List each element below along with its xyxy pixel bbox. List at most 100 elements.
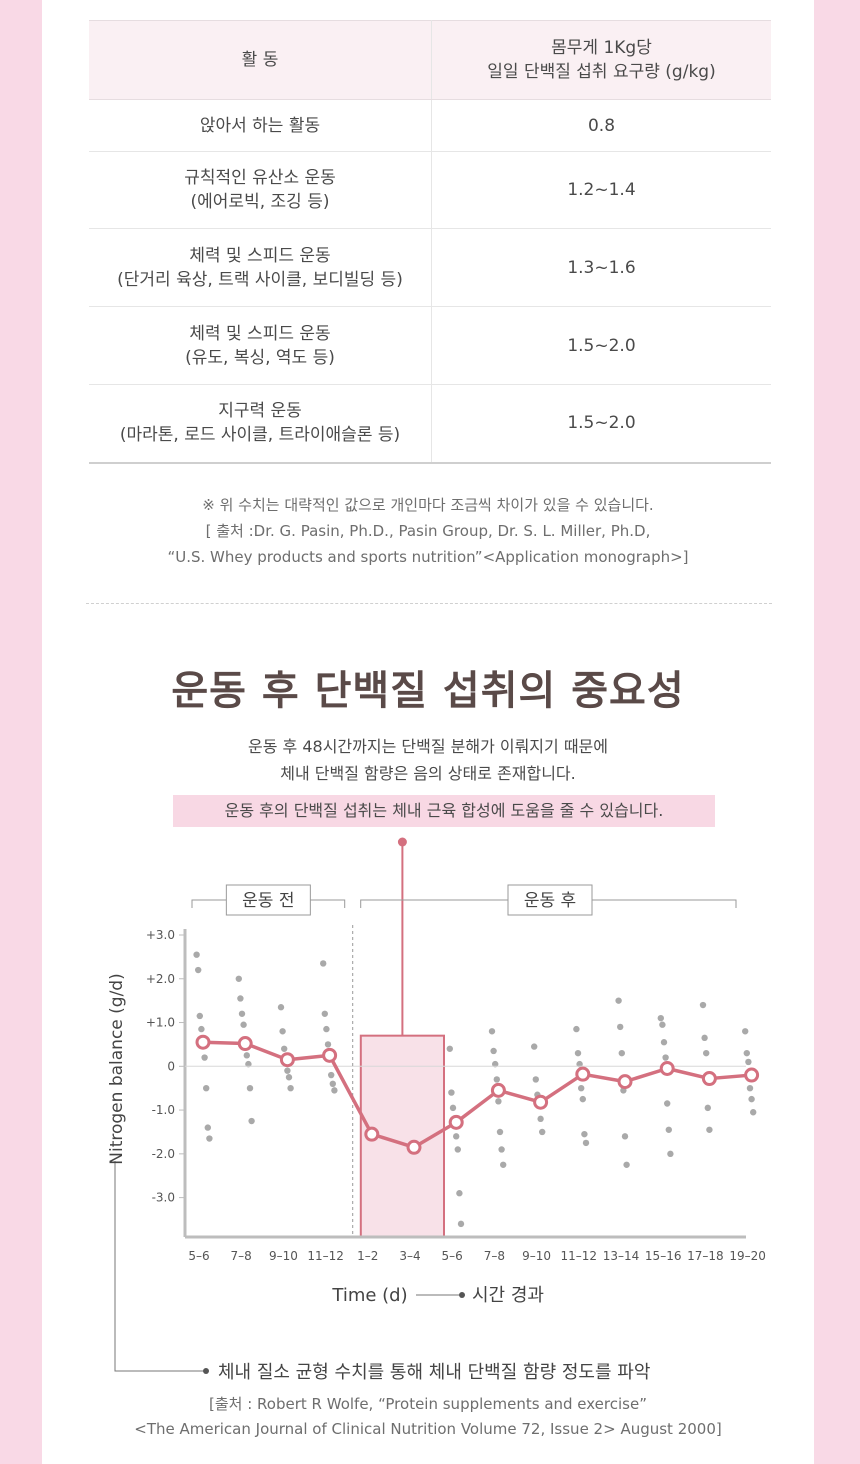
- nitrogen-balance-chart: +3.0 +2.0 +1.0 0 -1.0 -2.0 -3.0 5–6 7–8 9–10 11–12…: [107, 837, 766, 1383]
- scatter-point: [328, 1071, 335, 1079]
- scatter-point: [582, 1139, 590, 1147]
- y-tick-label: -3.0: [152, 1191, 175, 1205]
- scatter-point: [246, 1084, 254, 1092]
- y-tick-label: +1.0: [146, 1016, 175, 1030]
- group-label: 운동 후: [524, 891, 576, 911]
- table-row: 규칙적인 유산소 운동 (에어로빅, 조깅 등) 1.2~1.4: [89, 151, 771, 229]
- series-point: [490, 1082, 506, 1098]
- content-panel: 활 동 몸무게 1Kg당 일일 단백질 섭취 요구량 (g/kg) 앉아서 하는…: [42, 0, 814, 1464]
- scatter-point: [284, 1067, 291, 1074]
- series-point: [533, 1094, 549, 1110]
- scatter-point: [659, 1021, 666, 1028]
- table-row: 앉아서 하는 활동 0.8: [89, 99, 771, 152]
- scatter-point: [446, 1045, 453, 1052]
- scatter-point: [453, 1133, 460, 1140]
- series-point: [406, 1139, 422, 1155]
- scatter-point: [488, 1028, 496, 1035]
- table-note: ※ 위 수치는 대략적인 값으로 개인마다 조금씩 차이가 있을 수 있습니다.…: [42, 492, 814, 570]
- group-label: 운동 전: [242, 891, 294, 911]
- scatter-point: [665, 1126, 672, 1133]
- section-divider: [86, 603, 772, 604]
- value-cell: 1.2~1.4: [431, 151, 771, 229]
- scatter-point: [323, 1025, 330, 1033]
- highlight-banner: 운동 후의 단백질 섭취는 체내 근육 합성에 도움을 줄 수 있습니다.: [173, 795, 715, 827]
- scatter-point: [204, 1124, 211, 1131]
- protein-requirement-table: 활 동 몸무게 1Kg당 일일 단백질 섭취 요구량 (g/kg) 앉아서 하는…: [89, 20, 771, 464]
- table-header-row: 활 동 몸무게 1Kg당 일일 단백질 섭취 요구량 (g/kg): [89, 20, 771, 100]
- series-point: [195, 1034, 211, 1050]
- scatter-point: [324, 1041, 332, 1048]
- scatter-point: [195, 966, 202, 974]
- scatter-point: [498, 1146, 505, 1153]
- scatter-point: [621, 1133, 629, 1140]
- scatter-point: [235, 975, 242, 982]
- scatter-point: [664, 1100, 671, 1107]
- scatter-point: [495, 1098, 502, 1105]
- scatter-point: [277, 1004, 285, 1011]
- y-annotation-connector: [114, 1161, 206, 1372]
- activity-cell: 지구력 운동 (마라톤, 로드 사이클, 트라이애슬론 등): [89, 384, 432, 464]
- scatter-point: [201, 1054, 208, 1061]
- scatter-point: [245, 1060, 252, 1068]
- x-tick-label: 15–16: [645, 1249, 682, 1263]
- scatter-point: [449, 1104, 457, 1112]
- series-point: [237, 1036, 253, 1052]
- scatter-point: [331, 1087, 338, 1094]
- x-axis-label: Time (d): [331, 1285, 407, 1306]
- group-label-box: [225, 884, 311, 916]
- section-title: 운동 후 단백질 섭취의 중요성: [171, 668, 685, 714]
- source-line: “U.S. Whey products and sports nutrition…: [167, 548, 689, 566]
- scatter-point: [496, 1128, 504, 1136]
- scatter-point: [492, 1060, 499, 1068]
- value-cell: 0.8: [431, 99, 771, 152]
- x-tick-label: 19–20: [729, 1249, 766, 1263]
- scatter-point: [703, 1049, 710, 1057]
- activity-cell: 규칙적인 유산소 운동 (에어로빅, 조깅 등): [89, 151, 432, 229]
- scatter-point: [617, 1023, 624, 1031]
- series-point: [701, 1071, 717, 1087]
- scatter-point: [748, 1095, 755, 1103]
- scatter-point: [578, 1084, 585, 1092]
- x-tick-label: 7–8: [231, 1249, 252, 1263]
- scatter-point: [574, 1049, 582, 1057]
- scatter-point: [660, 1039, 668, 1046]
- x-tick-label: 11–12: [561, 1249, 598, 1263]
- scatter-point: [281, 1045, 288, 1052]
- x-tick-label: 9–10: [269, 1249, 298, 1263]
- scatter-point: [537, 1115, 544, 1123]
- note-line: ※ 위 수치는 대략적인 값으로 개인마다 조금씩 차이가 있을 수 있습니다.: [202, 496, 654, 514]
- y-axis-label: Nitrogen balance (g/d): [107, 973, 127, 1164]
- scatter-point: [237, 995, 244, 1002]
- scatter-point: [329, 1080, 336, 1088]
- scatter-point: [699, 1001, 707, 1009]
- scatter-point: [623, 1161, 630, 1168]
- value-cell: 1.3~1.6: [431, 228, 771, 307]
- value-cell: 1.5~2.0: [431, 306, 771, 385]
- scatter-point: [206, 1135, 213, 1142]
- scatter-point: [532, 1076, 539, 1083]
- scatter-point: [203, 1084, 210, 1092]
- scatter-point: [573, 1025, 580, 1033]
- y-tick-label: 0: [167, 1059, 175, 1073]
- y-annotation-dot: [203, 1368, 209, 1374]
- scatter-point: [193, 951, 200, 958]
- series-point: [575, 1066, 591, 1082]
- scatter-point: [701, 1034, 708, 1042]
- scatter-point: [750, 1109, 757, 1116]
- y-axis-annotation: 체내 질소 균형 수치를 통해 체내 단백질 함량 정도를 파악: [218, 1362, 650, 1383]
- scatter-point: [615, 997, 622, 1004]
- x-annotation-dot: [459, 1292, 465, 1298]
- series-point: [659, 1060, 675, 1076]
- scatter-point: [493, 1076, 500, 1083]
- x-tick-label: 5–6: [442, 1249, 463, 1263]
- scatter-point: [706, 1126, 713, 1133]
- chart-source: [출처 : Robert R Wolfe, “Protein supplemen…: [134, 1395, 722, 1438]
- scatter-point: [746, 1084, 754, 1092]
- scatter-point: [243, 1052, 250, 1059]
- x-tick-label: 17–18: [687, 1249, 724, 1263]
- source-line: [ 출처 :Dr. G. Pasin, Ph.D., Pasin Group, …: [205, 522, 651, 540]
- scatter-point: [457, 1220, 465, 1228]
- scatter-point: [743, 1049, 750, 1057]
- scatter-point: [704, 1104, 711, 1112]
- y-tick-label: -2.0: [152, 1147, 175, 1161]
